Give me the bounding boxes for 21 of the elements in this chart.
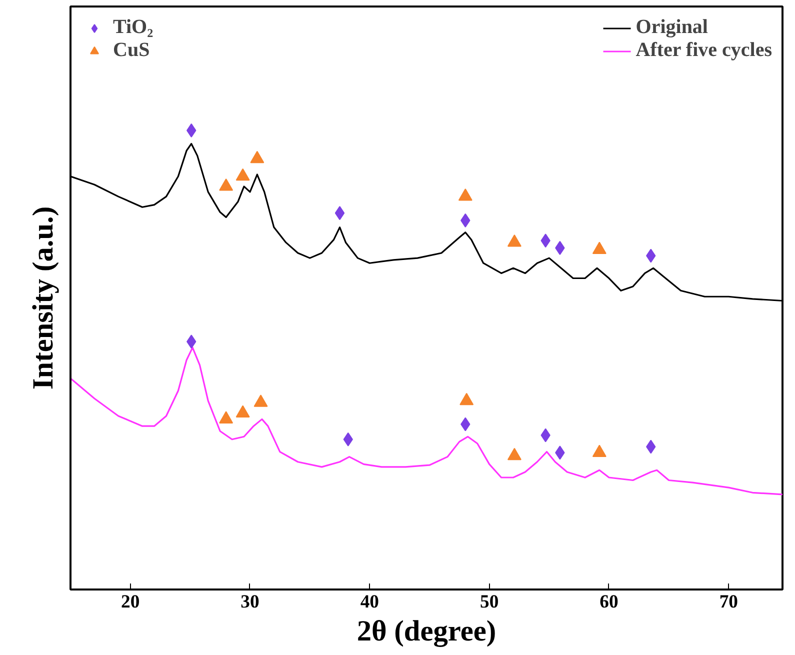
point [458, 188, 472, 201]
point [592, 242, 606, 254]
point [334, 206, 345, 220]
x-tick-label: 40 [360, 592, 379, 612]
x-tick-label: 30 [240, 592, 260, 612]
point [460, 392, 474, 406]
legend-label: Original [636, 16, 708, 39]
x-tick-label: 20 [121, 592, 140, 612]
x-tick-label: 50 [480, 592, 499, 612]
point [236, 168, 250, 181]
legend-label: CuS [113, 39, 150, 62]
point [219, 178, 234, 191]
legend-label: TiO₂ [113, 16, 154, 39]
point [254, 394, 268, 407]
point [507, 234, 522, 247]
x-axis-title: 2θ (degree) [356, 616, 496, 648]
point [250, 150, 264, 164]
y-axis-title: Intensity (a.u.) [28, 206, 60, 390]
x-tick-label: 60 [600, 592, 618, 612]
legend-label: After five cycles [636, 39, 772, 62]
x-tick-label: 70 [719, 592, 738, 612]
